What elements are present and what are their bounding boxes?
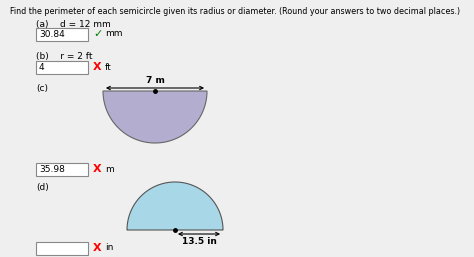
Text: (b)    r = 2 ft: (b) r = 2 ft	[36, 52, 92, 61]
Text: X: X	[93, 62, 101, 72]
FancyBboxPatch shape	[36, 163, 88, 176]
Text: 7 m: 7 m	[146, 76, 164, 85]
Text: Find the perimeter of each semicircle given its radius or diameter. (Round your : Find the perimeter of each semicircle gi…	[10, 7, 460, 16]
Text: (a)    d = 12 mm: (a) d = 12 mm	[36, 20, 111, 29]
Text: 4: 4	[39, 63, 45, 72]
FancyBboxPatch shape	[36, 28, 88, 41]
Text: in: in	[105, 243, 113, 252]
Text: 30.84: 30.84	[39, 30, 65, 39]
Text: X: X	[93, 243, 101, 253]
Text: ft: ft	[105, 62, 112, 71]
Text: X: X	[93, 164, 101, 174]
Polygon shape	[103, 91, 207, 143]
Text: m: m	[105, 164, 114, 173]
Text: 13.5 in: 13.5 in	[182, 237, 217, 246]
Text: (d): (d)	[36, 183, 49, 192]
Text: (c): (c)	[36, 84, 48, 93]
FancyBboxPatch shape	[36, 61, 88, 74]
Text: 35.98: 35.98	[39, 165, 65, 174]
FancyBboxPatch shape	[36, 242, 88, 255]
Text: mm: mm	[105, 30, 122, 39]
Polygon shape	[127, 182, 223, 230]
Text: ✓: ✓	[93, 29, 102, 39]
